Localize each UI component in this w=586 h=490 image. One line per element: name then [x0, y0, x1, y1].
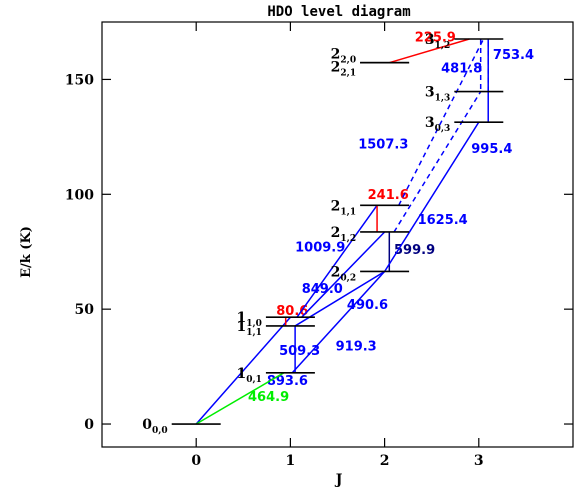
- y-tick-label: 150: [65, 72, 94, 88]
- transition-label: 1625.4: [418, 213, 468, 228]
- x-tick-label: 3: [474, 453, 484, 469]
- level-label: 30,3: [425, 115, 450, 134]
- transition-line: [291, 270, 386, 374]
- level-label: 22,1: [331, 60, 356, 79]
- transition-label: 225.9: [415, 31, 456, 46]
- transition-line: [195, 372, 285, 425]
- levels-layer: 00,0 10,1 11,111,0 20,2 21,2 21,1 22,122,0 30,3…: [142, 32, 504, 436]
- transition-label: 1507.3: [358, 137, 408, 152]
- transition-label: 919.3: [336, 340, 377, 355]
- x-axis-label: J: [334, 472, 343, 488]
- transition-line: [296, 204, 378, 318]
- transition-label: 490.6: [347, 298, 388, 313]
- transition-line: [195, 316, 291, 425]
- transition-label: 464.9: [248, 390, 289, 405]
- transition-line: [383, 121, 480, 272]
- level-label: 10,1: [236, 366, 261, 385]
- plot-frame: [101, 21, 574, 448]
- chart-title: HDO level diagram: [267, 4, 410, 20]
- transition-label: 80.6: [276, 304, 308, 319]
- transition-label: 753.4: [493, 48, 534, 63]
- y-axis-label: E/k (K): [19, 226, 34, 278]
- x-tick-label: 1: [286, 453, 296, 469]
- transition-label: 509.3: [279, 344, 320, 359]
- level-label: 31,2: [425, 32, 450, 51]
- y-tick-label: 50: [75, 302, 95, 318]
- transition-label: 995.4: [471, 142, 512, 157]
- transition-label: 1009.9: [295, 241, 345, 256]
- level-label: 20,2: [331, 264, 356, 283]
- x-tick-label: 0: [191, 453, 201, 469]
- y-tick-label: 100: [65, 187, 94, 203]
- level-label: 11,0: [236, 310, 261, 329]
- level-label: 21,2: [331, 225, 356, 244]
- transition-label: 599.9: [394, 243, 435, 258]
- transition-label: 849.0: [302, 282, 343, 297]
- level-label: 00,0: [142, 417, 167, 436]
- transition-line: [301, 231, 386, 318]
- level-label: 22,0: [331, 47, 356, 66]
- transition-label: 241.6: [368, 188, 409, 203]
- x-tick-label: 2: [380, 453, 390, 469]
- axes-layer: 0 50 100 150 0 1 2 3: [65, 22, 573, 469]
- transition-label: 481.8: [441, 62, 482, 77]
- transition-line: [398, 38, 485, 206]
- level-label: 11,1: [236, 319, 261, 338]
- transition-label: 893.6: [267, 374, 308, 389]
- level-label: 21,1: [331, 198, 356, 217]
- transition-line: [389, 38, 470, 64]
- level-label: 31,3: [425, 85, 450, 104]
- transition-line: [393, 91, 482, 233]
- y-tick-label: 0: [84, 417, 94, 433]
